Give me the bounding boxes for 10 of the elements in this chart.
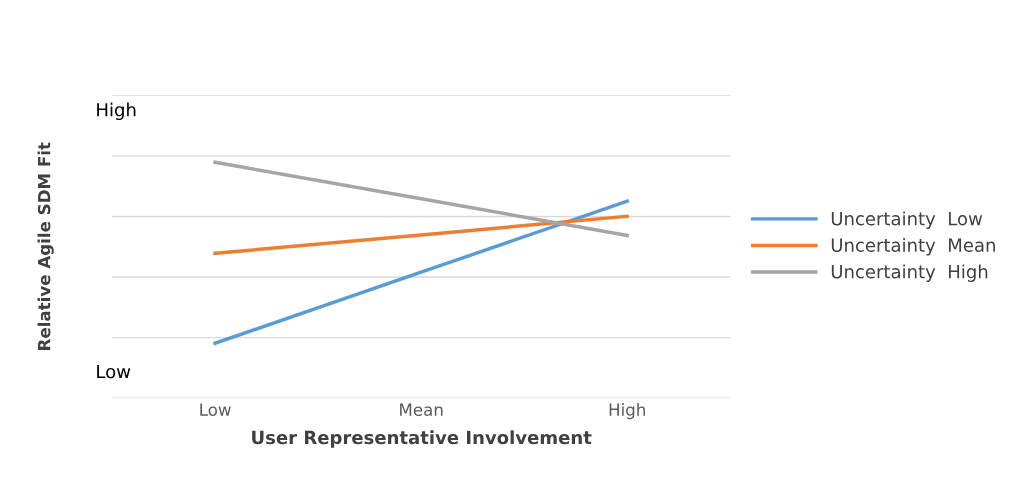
x-tick-label: Low [200, 403, 231, 416]
legend-label: Uncertainty Mean [831, 237, 995, 256]
y-axis-title: Relative Agile SDM Fit [37, 142, 54, 350]
legend-label: Uncertainty High [831, 264, 988, 282]
legend-label: Uncertainty Low [831, 211, 983, 229]
x-tick-label: High [609, 403, 645, 420]
x-axis-title: User Representative Involvement [252, 430, 592, 448]
x-tick-label: Mean [400, 403, 443, 416]
annotation: Low [97, 364, 131, 379]
text: High [97, 102, 136, 121]
